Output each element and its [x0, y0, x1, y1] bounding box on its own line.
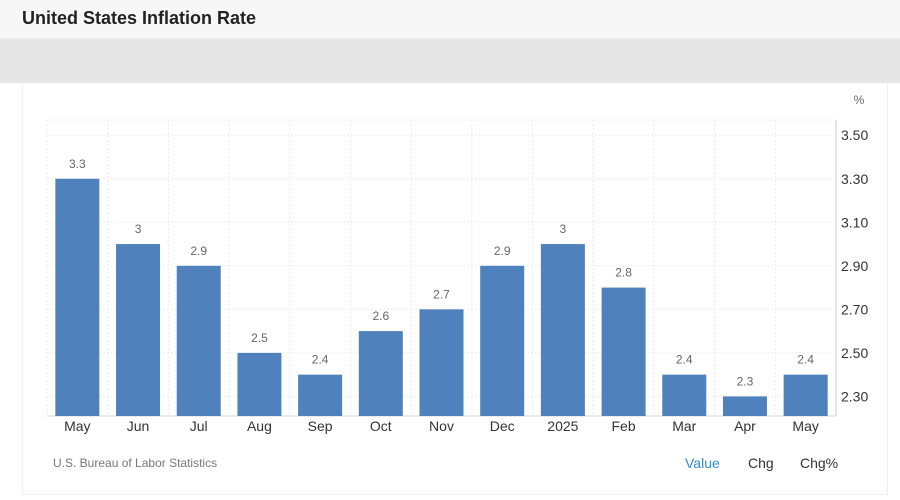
y-tick-label: 2.30	[841, 388, 868, 404]
bar-data-label: 2.4	[676, 353, 693, 367]
x-tick-label: Oct	[370, 418, 392, 434]
bar[interactable]	[358, 331, 403, 416]
change-percent-view-tab[interactable]: Chg%	[800, 455, 839, 471]
page-header: United States Inflation Rate	[0, 0, 900, 39]
x-tick-label: May	[64, 418, 90, 434]
x-tick-label: Dec	[490, 418, 515, 434]
chart-grid	[46, 119, 837, 417]
y-tick-label: 3.50	[841, 127, 868, 143]
bar-data-label: 2.9	[494, 244, 511, 258]
y-tick-label: 2.70	[841, 301, 868, 317]
y-axis-tick-labels: 3.50 3.30 3.10 2.90 2.70 2.50 2.30	[841, 127, 868, 404]
x-tick-label: Mar	[672, 418, 696, 434]
chart-data-labels: 3.3 3 2.9 2.5 2.4 2.6 2.7 2.9 3 2.8 2.4 2.3 2.4	[69, 157, 814, 389]
x-tick-label: Jun	[127, 418, 150, 434]
bar[interactable]	[116, 244, 161, 416]
x-tick-label: Sep	[308, 418, 333, 434]
y-tick-label: 2.50	[841, 345, 868, 361]
y-tick-label: 3.30	[841, 171, 868, 187]
change-view-tab[interactable]: Chg	[748, 455, 774, 471]
bar[interactable]	[601, 287, 646, 416]
bar[interactable]	[722, 396, 767, 416]
x-tick-label: 2025	[547, 418, 578, 434]
bar[interactable]	[419, 309, 464, 416]
bar[interactable]	[540, 244, 585, 416]
bar[interactable]	[237, 352, 282, 416]
page-title: United States Inflation Rate	[22, 8, 257, 28]
bar[interactable]	[783, 374, 828, 416]
x-tick-label: Feb	[612, 418, 636, 434]
y-axis-unit-label: %	[854, 93, 865, 107]
x-tick-label: Nov	[429, 418, 454, 434]
bar[interactable]	[176, 265, 221, 416]
bar[interactable]	[298, 374, 343, 416]
bar-data-label: 3.3	[69, 157, 86, 171]
x-tick-label: Aug	[247, 418, 272, 434]
bar-data-label: 2.3	[737, 374, 754, 388]
y-tick-label: 2.90	[841, 258, 868, 274]
bar-data-label: 2.9	[190, 244, 207, 258]
x-tick-label: Apr	[734, 418, 756, 434]
x-tick-label: May	[792, 418, 818, 434]
chart-card	[22, 84, 888, 495]
x-tick-label: Jul	[190, 418, 208, 434]
bar[interactable]	[662, 374, 707, 416]
toolbar-band	[0, 39, 900, 83]
bar[interactable]	[55, 178, 100, 416]
bar-data-label: 3	[135, 222, 142, 236]
bar-data-label: 2.7	[433, 287, 450, 301]
value-view-tab[interactable]: Value	[685, 455, 720, 471]
bar-data-label: 2.5	[251, 331, 268, 345]
source-text: U.S. Bureau of Labor Statistics	[53, 456, 218, 470]
bar-data-label: 2.8	[615, 266, 632, 280]
bar-data-label: 2.6	[372, 309, 389, 323]
bar-data-label: 2.4	[797, 353, 814, 367]
chart-bars	[55, 178, 828, 416]
x-axis-tick-labels: May Jun Jul Aug Sep Oct Nov Dec 2025 Feb Mar Apr May	[64, 418, 819, 434]
bar[interactable]	[480, 265, 525, 416]
y-tick-label: 3.10	[841, 214, 868, 230]
bar-data-label: 2.4	[312, 353, 329, 367]
bar-data-label: 3	[560, 222, 567, 236]
